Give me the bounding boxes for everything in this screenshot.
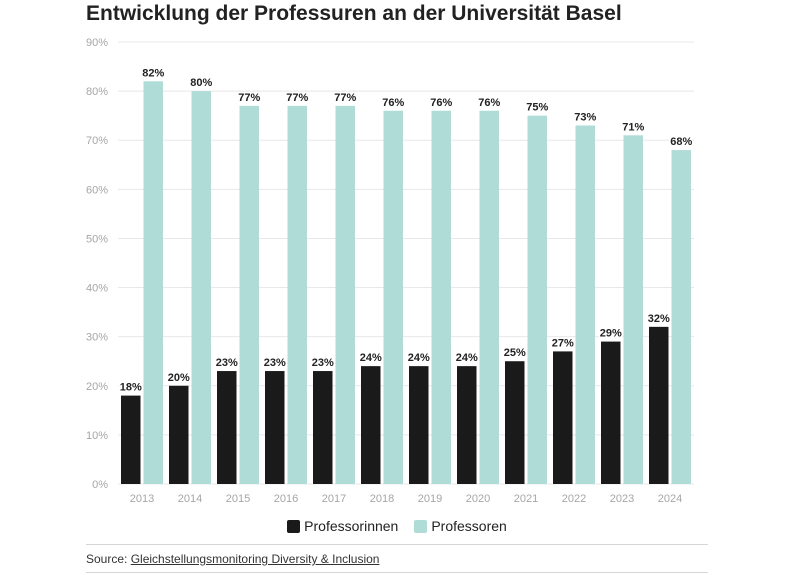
bar-professorinnen	[601, 341, 621, 484]
data-label: 77%	[238, 92, 260, 104]
bar-professoren	[671, 150, 691, 485]
chart-legend: Professorinnen Professoren	[0, 518, 794, 534]
data-label: 71%	[622, 121, 644, 133]
data-label: 73%	[574, 111, 596, 123]
bar-professoren	[479, 110, 499, 484]
bar-professorinnen	[553, 351, 573, 484]
bar-professorinnen	[313, 371, 333, 484]
bar-professorinnen	[409, 366, 429, 484]
bar-professoren	[143, 81, 163, 485]
bar-professoren	[431, 110, 451, 484]
data-label: 23%	[216, 357, 238, 369]
data-label: 24%	[456, 352, 478, 364]
x-tick-label: 2017	[322, 493, 346, 505]
y-tick-label: 0%	[92, 479, 108, 491]
y-tick-label: 60%	[86, 184, 108, 196]
y-tick-label: 80%	[86, 86, 108, 98]
x-tick-label: 2015	[226, 493, 250, 505]
x-tick-label: 2021	[514, 493, 538, 505]
source-link[interactable]: Gleichstellungsmonitoring Diversity & In…	[130, 552, 380, 566]
bar-professorinnen	[457, 366, 477, 484]
bar-professorinnen	[361, 366, 381, 484]
legend-item-men[interactable]: Professoren	[414, 518, 507, 534]
y-tick-label: 70%	[86, 135, 108, 147]
y-tick-label: 20%	[86, 381, 108, 393]
bar-professorinnen	[505, 361, 525, 484]
data-label: 75%	[526, 102, 548, 114]
x-tick-label: 2019	[418, 493, 442, 505]
y-tick-label: 90%	[86, 37, 108, 49]
bar-professorinnen	[265, 371, 285, 484]
bar-professoren	[335, 105, 355, 484]
x-tick-label: 2024	[658, 493, 682, 505]
data-label: 27%	[552, 337, 574, 349]
data-label: 82%	[142, 67, 164, 79]
legend-label-women: Professorinnen	[304, 518, 399, 534]
y-tick-label: 30%	[86, 332, 108, 344]
data-label: 32%	[648, 313, 670, 325]
legend-label-men: Professoren	[431, 518, 507, 534]
data-label: 29%	[600, 328, 622, 340]
legend-item-women[interactable]: Professorinnen	[287, 518, 398, 534]
data-label: 25%	[504, 347, 526, 359]
bar-professoren	[527, 115, 547, 485]
x-tick-label: 2014	[178, 493, 202, 505]
source-prefix: Source:	[86, 552, 131, 566]
x-tick-label: 2023	[610, 493, 634, 505]
data-label: 23%	[264, 357, 286, 369]
data-label: 24%	[408, 352, 430, 364]
data-label: 23%	[312, 357, 334, 369]
data-label: 24%	[360, 352, 382, 364]
x-tick-label: 2022	[562, 493, 586, 505]
data-label: 80%	[190, 77, 212, 89]
data-label: 77%	[286, 92, 308, 104]
chart-title: Entwicklung der Professuren an der Unive…	[86, 2, 622, 25]
y-tick-label: 10%	[86, 430, 108, 442]
bar-professorinnen	[121, 395, 141, 484]
bar-professoren	[287, 105, 307, 484]
bar-professorinnen	[169, 385, 189, 484]
legend-swatch-women	[287, 519, 301, 533]
data-label: 68%	[670, 136, 692, 148]
x-tick-label: 2016	[274, 493, 298, 505]
bar-professoren	[239, 105, 259, 484]
data-label: 77%	[334, 92, 356, 104]
data-label: 76%	[382, 97, 404, 109]
bar-professoren	[383, 110, 403, 484]
data-label: 76%	[430, 97, 452, 109]
bar-professorinnen	[649, 326, 669, 484]
bar-professoren	[191, 91, 211, 484]
bar-professoren	[575, 125, 595, 484]
source-footer: Source: Gleichstellungsmonitoring Divers…	[86, 544, 708, 573]
legend-swatch-men	[414, 519, 428, 533]
x-tick-label: 2018	[370, 493, 394, 505]
data-label: 18%	[120, 382, 142, 394]
bar-professorinnen	[217, 371, 237, 484]
data-label: 76%	[478, 97, 500, 109]
y-tick-label: 50%	[86, 233, 108, 245]
y-tick-label: 40%	[86, 283, 108, 295]
x-tick-label: 2013	[130, 493, 154, 505]
bar-chart: 0% 10% 20% 30% 40% 50% 60% 70% 80% 90% 18% 82% 2013 2…	[86, 37, 694, 505]
bar-professoren	[623, 135, 643, 485]
data-label: 20%	[168, 372, 190, 384]
x-tick-label: 2020	[466, 493, 490, 505]
